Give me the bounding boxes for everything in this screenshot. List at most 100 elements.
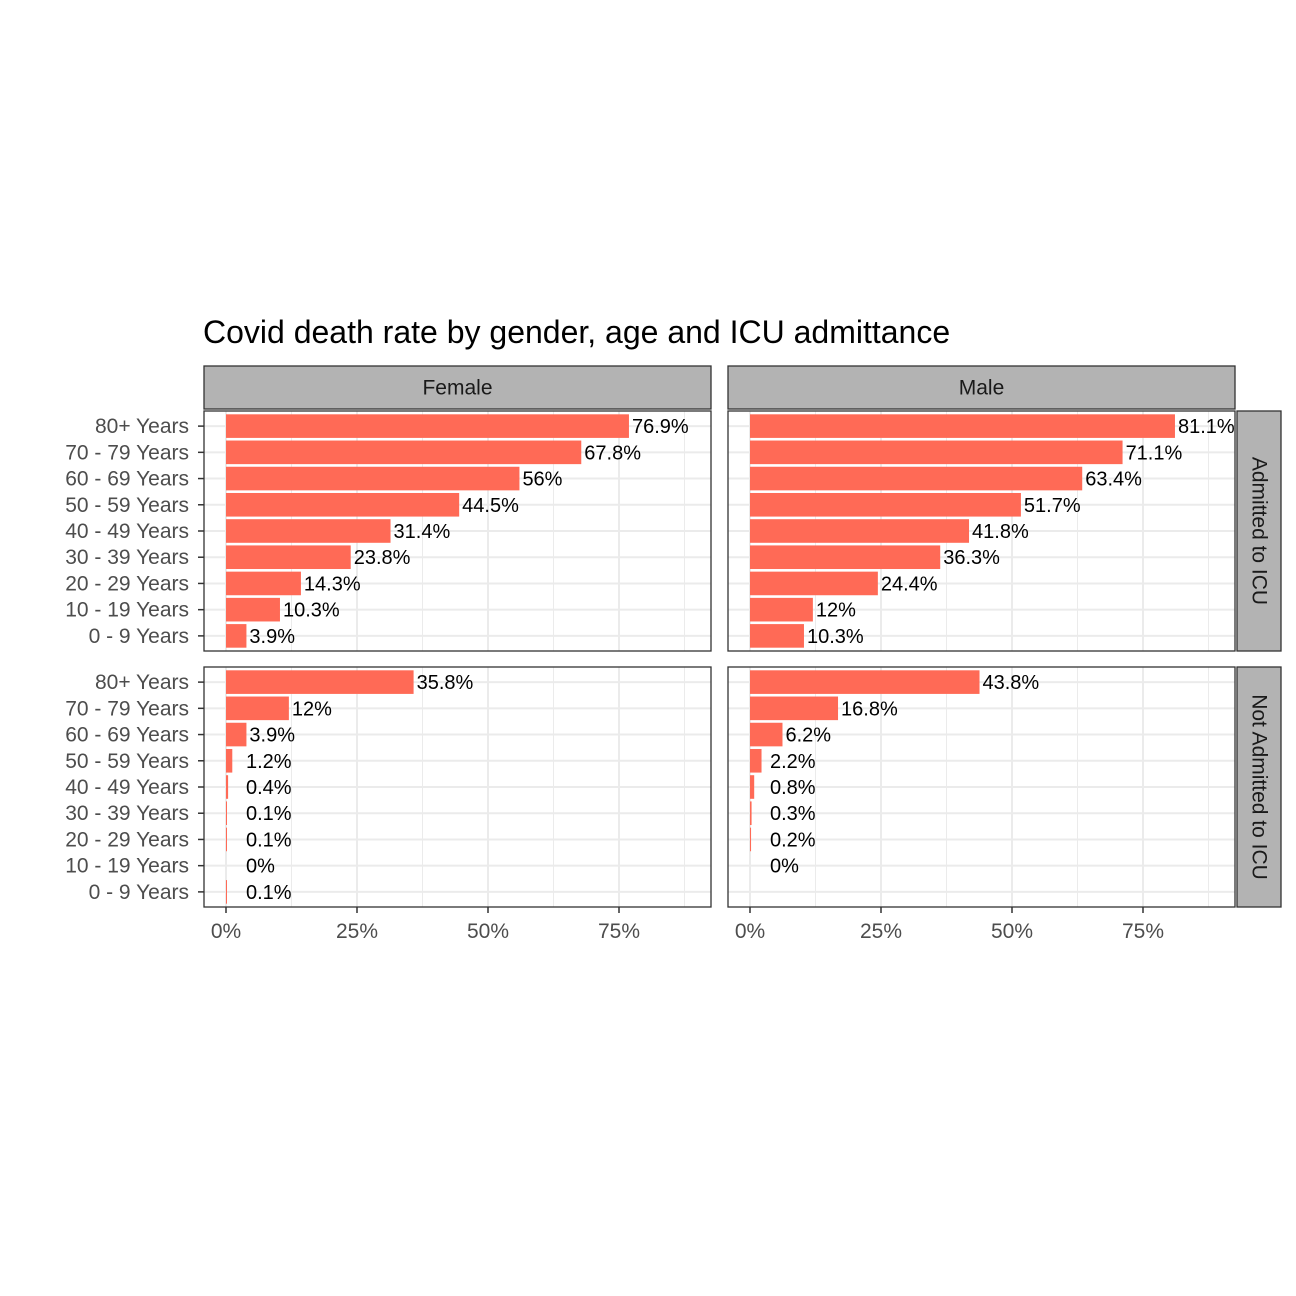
data-label: 67.8% bbox=[584, 442, 641, 464]
bar bbox=[750, 545, 941, 570]
data-label: 23.8% bbox=[354, 547, 411, 569]
y-tick-label: 60 - 69 Years bbox=[65, 724, 189, 747]
y-tick-label: 30 - 39 Years bbox=[65, 546, 189, 569]
y-tick-label: 0 - 9 Years bbox=[89, 625, 189, 648]
bar bbox=[750, 519, 970, 543]
data-label: 12% bbox=[292, 698, 332, 720]
y-tick-label: 70 - 79 Years bbox=[65, 441, 189, 464]
y-tick-label: 70 - 79 Years bbox=[65, 697, 189, 720]
y-tick-label: 80+ Years bbox=[95, 415, 189, 438]
data-label: 0.4% bbox=[246, 777, 292, 799]
data-label: 16.8% bbox=[841, 698, 898, 720]
bar bbox=[750, 466, 1083, 491]
data-label: 10.3% bbox=[283, 600, 340, 622]
data-label: 63.4% bbox=[1085, 469, 1142, 491]
bar bbox=[750, 696, 839, 721]
facet-strip-label: Male bbox=[959, 377, 1005, 400]
facet-strip-label: Not Admitted to ICU bbox=[1248, 694, 1271, 880]
bar bbox=[750, 597, 813, 622]
data-label: 81.1% bbox=[1178, 416, 1235, 438]
y-tick-label: 20 - 29 Years bbox=[65, 572, 189, 595]
bar bbox=[750, 722, 783, 747]
y-tick-label: 40 - 49 Years bbox=[65, 520, 189, 543]
bar bbox=[226, 722, 247, 747]
bar bbox=[226, 670, 414, 694]
bar bbox=[226, 519, 391, 543]
data-label: 41.8% bbox=[972, 521, 1029, 543]
bar bbox=[226, 696, 289, 721]
data-label: 24.4% bbox=[881, 573, 938, 595]
bar bbox=[750, 748, 762, 773]
bar bbox=[750, 624, 804, 648]
bar bbox=[226, 801, 227, 826]
data-label: 3.9% bbox=[249, 626, 295, 648]
data-label: 14.3% bbox=[304, 573, 361, 595]
bar bbox=[226, 775, 229, 799]
bar bbox=[750, 571, 878, 596]
facet-strip-label: Female bbox=[422, 377, 492, 400]
bar bbox=[226, 597, 280, 622]
data-label: 0.1% bbox=[246, 803, 292, 825]
facet-strip-male bbox=[727, 365, 1236, 410]
bar bbox=[226, 880, 227, 904]
y-tick-label: 10 - 19 Years bbox=[65, 855, 189, 878]
x-tick-label: 0% bbox=[211, 920, 241, 943]
data-label: 76.9% bbox=[632, 416, 689, 438]
data-label: 44.5% bbox=[462, 495, 519, 517]
x-tick-label: 50% bbox=[991, 920, 1033, 943]
data-label: 2.2% bbox=[770, 751, 816, 773]
bar bbox=[750, 414, 1175, 438]
data-label: 3.9% bbox=[249, 725, 295, 747]
data-label: 43.8% bbox=[983, 672, 1040, 694]
bar bbox=[750, 670, 980, 694]
bar bbox=[750, 440, 1123, 465]
bar bbox=[226, 492, 460, 517]
data-label: 0% bbox=[246, 856, 275, 878]
data-label: 0.8% bbox=[770, 777, 816, 799]
x-tick-label: 25% bbox=[336, 920, 378, 943]
panel-border bbox=[727, 666, 1236, 908]
data-label: 0.1% bbox=[246, 882, 292, 904]
facet-strip-female bbox=[203, 365, 712, 410]
y-tick-label: 50 - 59 Years bbox=[65, 750, 189, 773]
bar bbox=[750, 801, 752, 826]
data-label: 6.2% bbox=[785, 725, 831, 747]
bar bbox=[226, 440, 582, 465]
data-label: 31.4% bbox=[394, 521, 451, 543]
bar bbox=[226, 571, 301, 596]
data-label: 10.3% bbox=[807, 626, 864, 648]
data-label: 0% bbox=[770, 856, 799, 878]
data-label: 0.3% bbox=[770, 803, 816, 825]
x-tick-label: 75% bbox=[598, 920, 640, 943]
data-label: 0.2% bbox=[770, 829, 816, 851]
data-label: 56% bbox=[522, 469, 562, 491]
data-label: 1.2% bbox=[246, 751, 292, 773]
x-tick-label: 0% bbox=[735, 920, 765, 943]
panel-border bbox=[727, 410, 1236, 652]
bar bbox=[226, 414, 629, 438]
y-tick-label: 60 - 69 Years bbox=[65, 468, 189, 491]
y-tick-label: 20 - 29 Years bbox=[65, 828, 189, 851]
chart-title: Covid death rate by gender, age and ICU … bbox=[203, 314, 950, 350]
facet-strip-not-admitted-to-icu bbox=[1236, 666, 1282, 908]
data-label: 36.3% bbox=[943, 547, 1000, 569]
x-tick-label: 75% bbox=[1122, 920, 1164, 943]
bar bbox=[750, 775, 755, 799]
x-tick-label: 25% bbox=[860, 920, 902, 943]
bar bbox=[226, 466, 520, 491]
data-label: 12% bbox=[816, 600, 856, 622]
data-label: 35.8% bbox=[417, 672, 474, 694]
y-tick-label: 80+ Years bbox=[95, 671, 189, 694]
facet-strip-label: Admitted to ICU bbox=[1248, 457, 1271, 605]
y-tick-label: 50 - 59 Years bbox=[65, 494, 189, 517]
bar bbox=[226, 748, 233, 773]
data-label: 71.1% bbox=[1126, 442, 1183, 464]
bar bbox=[750, 492, 1021, 517]
y-tick-label: 0 - 9 Years bbox=[89, 881, 189, 904]
y-tick-label: 40 - 49 Years bbox=[65, 776, 189, 799]
y-tick-label: 30 - 39 Years bbox=[65, 802, 189, 825]
data-label: 51.7% bbox=[1024, 495, 1081, 517]
bar bbox=[750, 827, 752, 852]
